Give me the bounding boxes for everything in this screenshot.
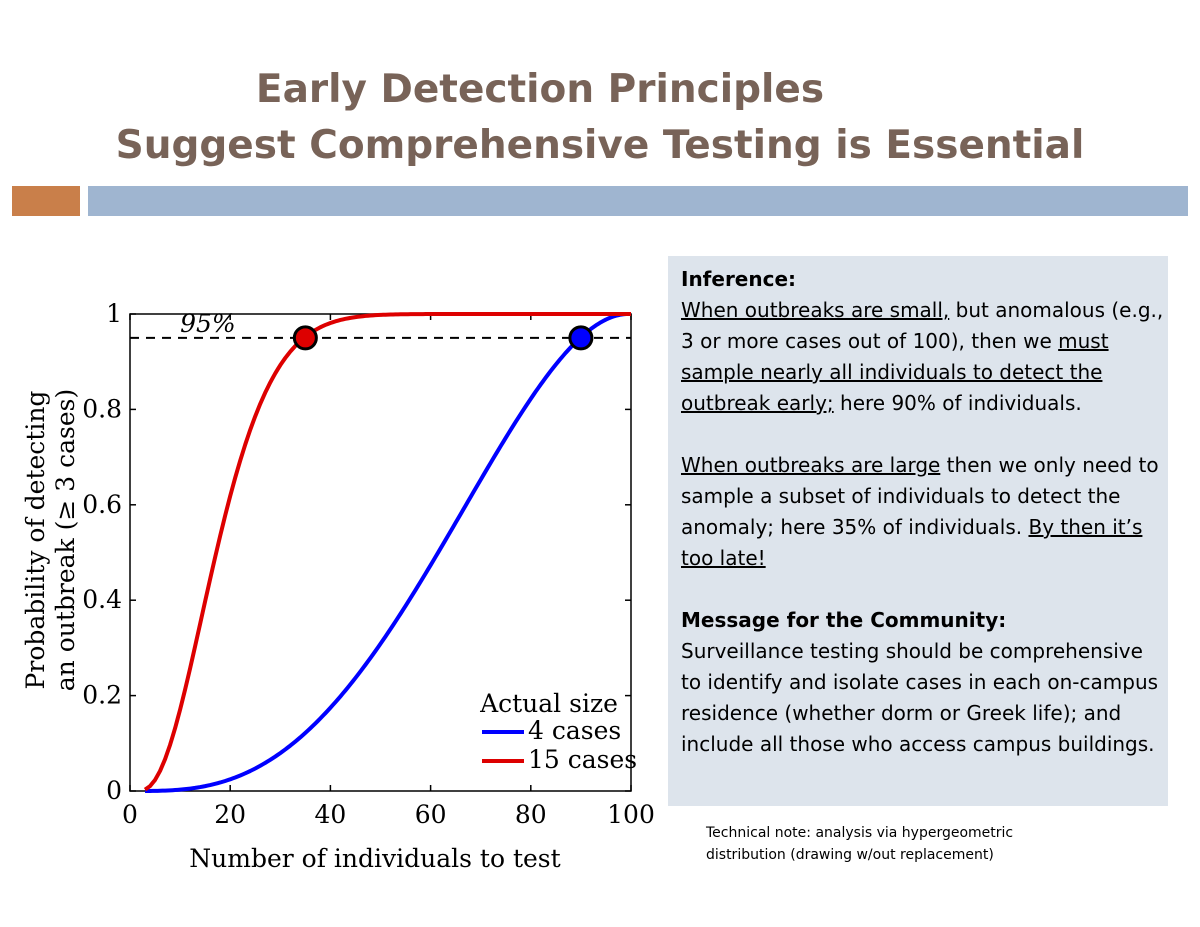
accent-bar-blue <box>88 186 1188 216</box>
x-tick-label: 40 <box>314 800 346 829</box>
threshold-label: 95% <box>180 309 236 338</box>
too-late-phrase: By then it’s too late! <box>681 515 1143 570</box>
x-tick-label: 20 <box>214 800 246 829</box>
sample-all-text: here 90% of individuals. <box>833 391 1082 415</box>
small-outbreak-text: but anomalous (e.g., 3 or more cases out… <box>681 298 1164 353</box>
series-line-4-cases <box>145 312 631 793</box>
large-outbreak-phrase: When outbreaks are large <box>681 453 941 477</box>
axes: 0 20 40 60 80 100 0 0.2 0.4 0.6 0.8 1 <box>82 299 655 829</box>
inference-paragraph-large: When outbreaks are large then we only ne… <box>681 450 1168 574</box>
x-tick-label: 60 <box>415 800 447 829</box>
technical-note-line-2: distribution (drawing w/out replacement) <box>706 847 994 863</box>
series-layer: 95% <box>130 309 631 793</box>
legend-entry: 4 cases <box>528 716 621 745</box>
series-line-15-cases <box>143 312 631 792</box>
accent-bar-orange <box>12 186 80 216</box>
message-body: Surveillance testing should be comprehen… <box>681 639 1159 756</box>
y-tick-label: 1 <box>106 299 122 328</box>
technical-note: Technical note: analysis via hypergeomet… <box>706 822 1013 866</box>
large-outbreak-text: then we only need to sample a subset of … <box>681 453 1159 539</box>
y-axis-label-line-1: Probability of detecting <box>21 391 50 690</box>
y-tick-label: 0.4 <box>82 585 122 614</box>
title-line-2: Suggest Comprehensive Testing is Essenti… <box>115 123 1085 168</box>
y-tick-label: 0.6 <box>82 490 122 519</box>
technical-note-line-1: Technical note: analysis via hypergeomet… <box>706 825 1014 841</box>
slide-title: Early Detection Principles Suggest Compr… <box>0 62 1200 174</box>
sample-all-phrase: must sample nearly all individuals to de… <box>681 329 1109 415</box>
inference-panel: Inference: When outbreaks are small, but… <box>668 256 1168 806</box>
title-line-1: Early Detection Principles <box>255 67 825 112</box>
marker-point <box>292 325 318 351</box>
inference-heading: Inference: <box>681 267 797 291</box>
x-axis-label: Number of individuals to test <box>189 844 560 873</box>
x-tick-label: 0 <box>122 800 138 829</box>
legend-title: Actual size <box>479 689 618 718</box>
inference-paragraph-small: When outbreaks are small, but anomalous … <box>681 295 1168 419</box>
y-tick-label: 0.2 <box>82 681 122 710</box>
x-tick-label: 100 <box>607 800 655 829</box>
small-outbreak-phrase: When outbreaks are small, <box>681 298 950 322</box>
y-tick-label: 0.8 <box>82 394 122 423</box>
legend-entry: 15 cases <box>528 745 637 774</box>
y-axis-label-line-2: an outbreak (≥ 3 cases) <box>51 389 80 692</box>
marker-point <box>568 325 594 351</box>
detection-probability-chart: 0 20 40 60 80 100 0 0.2 0.4 0.6 0.8 1 95% Actual si… <box>21 299 655 873</box>
message-heading: Message for the Community: <box>681 608 1007 632</box>
y-tick-label: 0 <box>106 776 122 805</box>
x-tick-label: 80 <box>515 800 547 829</box>
